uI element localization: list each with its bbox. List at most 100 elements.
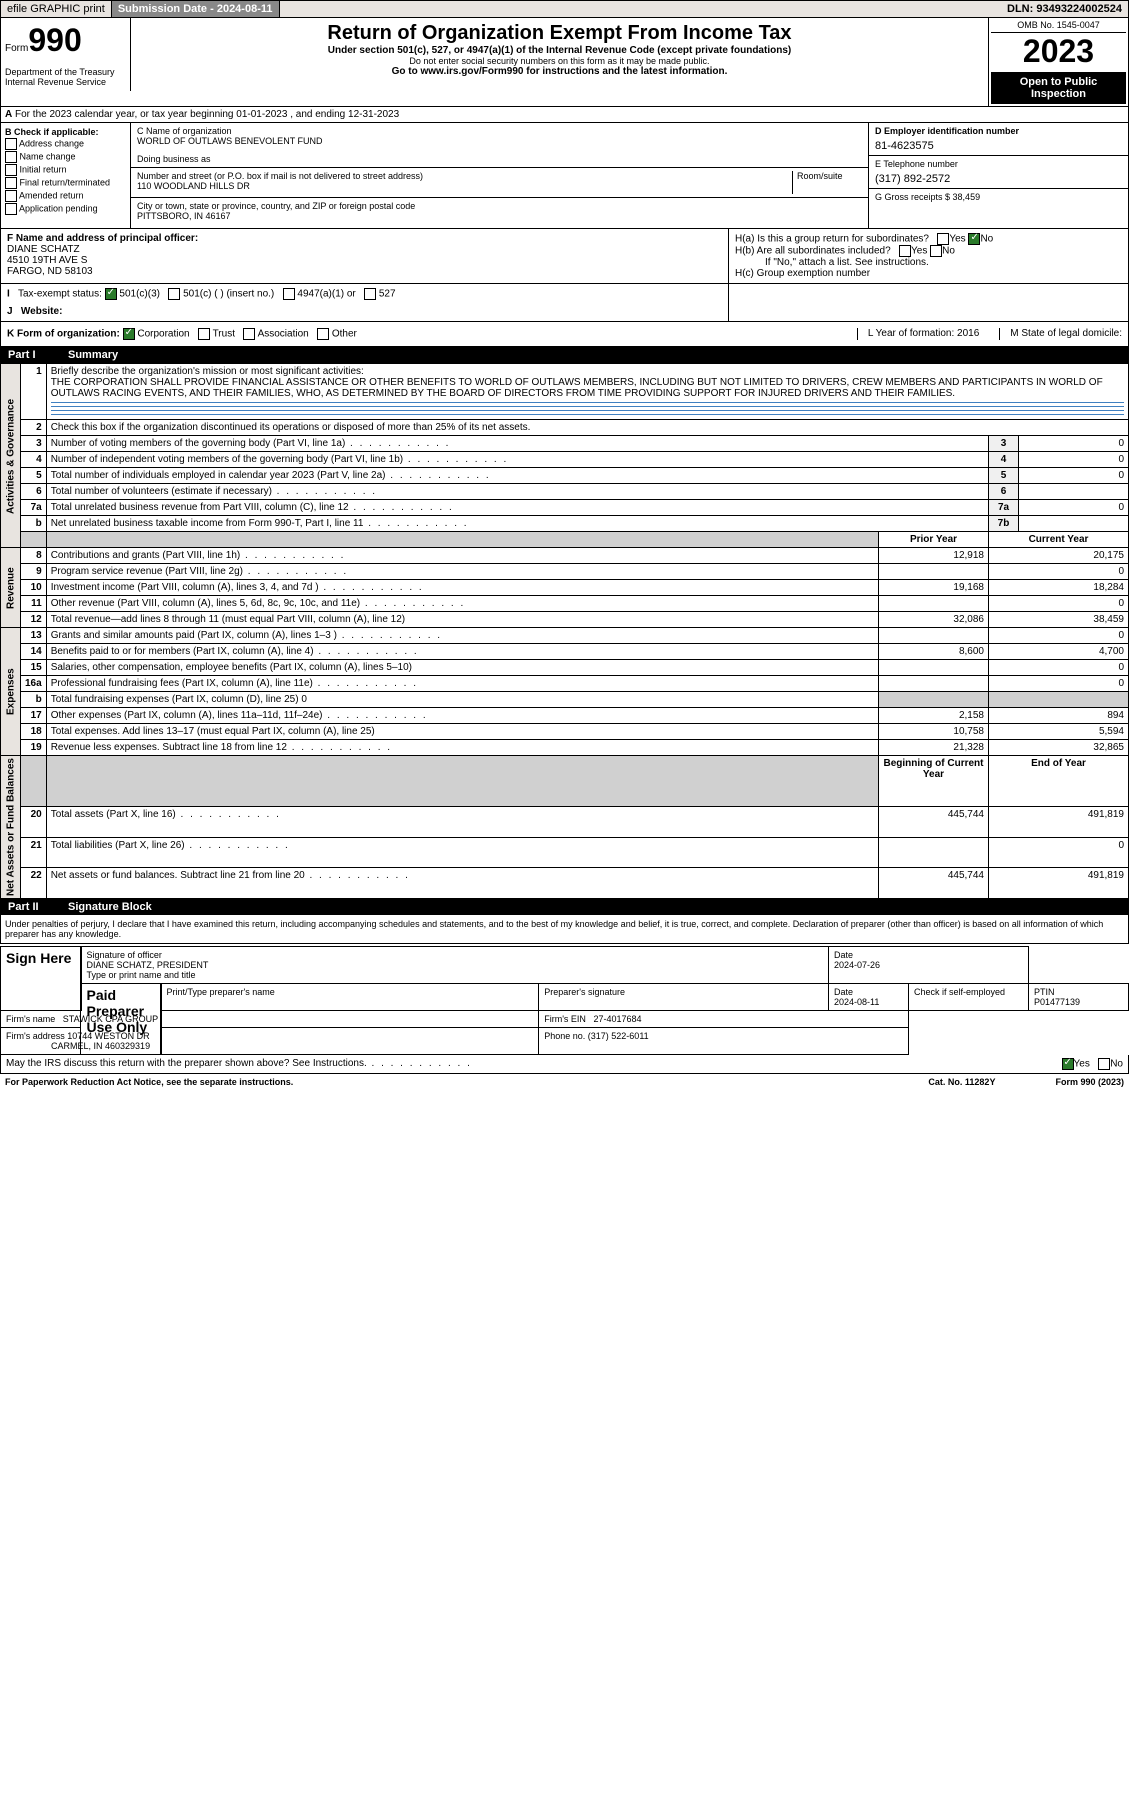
website-label: Website:: [21, 306, 63, 317]
hb-subordinates: H(b) Are all subordinates included? Yes …: [735, 245, 1122, 257]
self-employed-check[interactable]: Check if self-employed: [909, 984, 1029, 1011]
tax-exempt-label: Tax-exempt status:: [18, 289, 102, 300]
gross-receipts-value: 38,459: [953, 192, 981, 202]
cb-amended-return[interactable]: Amended return: [5, 190, 126, 202]
line-2: Check this box if the organization disco…: [51, 422, 531, 433]
line-18: Total expenses. Add lines 13–17 (must eq…: [51, 726, 375, 737]
addr-label: Number and street (or P.O. box if mail i…: [137, 171, 792, 181]
prep-sig-label: Preparer's signature: [539, 984, 829, 1011]
cb-corporation[interactable]: [123, 328, 135, 340]
line-12: Total revenue—add lines 8 through 11 (mu…: [51, 614, 405, 625]
val-4: 0: [1019, 452, 1129, 468]
column-b-checkboxes: B Check if applicable: Address change Na…: [1, 123, 131, 228]
line-10: Investment income (Part VIII, column (A)…: [51, 582, 319, 593]
line-5: Total number of individuals employed in …: [51, 470, 386, 481]
officer-addr2: FARGO, ND 58103: [7, 266, 722, 277]
val-10p: 19,168: [879, 580, 989, 596]
val-13c: 0: [989, 628, 1129, 644]
cb-trust[interactable]: [198, 328, 210, 340]
line-16a: Professional fundraising fees (Part IX, …: [51, 678, 313, 689]
cb-association[interactable]: [243, 328, 255, 340]
val-15c: 0: [989, 660, 1129, 676]
cb-initial-return[interactable]: Initial return: [5, 164, 126, 176]
submission-date[interactable]: Submission Date - 2024-08-11: [112, 1, 280, 17]
ha-group-return: H(a) Is this a group return for subordin…: [735, 233, 1122, 245]
section-bcd: B Check if applicable: Address change Na…: [0, 123, 1129, 229]
cb-name-change[interactable]: Name change: [5, 151, 126, 163]
form-header: Form990 Department of the Treasury Inter…: [0, 18, 1129, 107]
firm-ein: 27-4017684: [593, 1014, 641, 1024]
line-9: Program service revenue (Part VIII, line…: [51, 566, 243, 577]
title-box: Return of Organization Exempt From Incom…: [131, 18, 988, 106]
val-17c: 894: [989, 708, 1129, 724]
val-9c: 0: [989, 564, 1129, 580]
phone-label: E Telephone number: [875, 159, 1122, 169]
sig-date-label: Date: [834, 950, 1023, 960]
discuss-question: May the IRS discuss this return with the…: [6, 1058, 472, 1070]
city-label: City or town, state or province, country…: [137, 201, 862, 211]
year-formation: 2016: [957, 328, 979, 339]
val-3: 0: [1019, 436, 1129, 452]
sig-name-label: Type or print name and title: [87, 970, 824, 980]
cb-address-change[interactable]: Address change: [5, 138, 126, 150]
val-19p: 21,328: [879, 740, 989, 756]
line-22: Net assets or fund balances. Subtract li…: [51, 870, 305, 881]
line-7a: Total unrelated business revenue from Pa…: [51, 502, 349, 513]
val-8c: 20,175: [989, 548, 1129, 564]
col-b-header: B Check if applicable:: [5, 127, 99, 137]
val-14p: 8,600: [879, 644, 989, 660]
cat-no: Cat. No. 11282Y: [928, 1077, 995, 1087]
cb-discuss-yes[interactable]: [1062, 1058, 1074, 1070]
row-i-j: I Tax-exempt status: 501(c)(3) 501(c) ( …: [0, 284, 1129, 322]
year-formation-label: L Year of formation:: [868, 328, 954, 339]
hb-note: If "No," attach a list. See instructions…: [735, 257, 1122, 268]
val-22c: 491,819: [989, 868, 1129, 899]
vlabel-expenses: Expenses: [1, 628, 21, 756]
form-footer: Form 990 (2023): [1055, 1077, 1124, 1087]
room-suite-label: Room/suite: [792, 171, 862, 194]
discuss-row: May the IRS discuss this return with the…: [0, 1055, 1129, 1074]
val-10c: 18,284: [989, 580, 1129, 596]
cb-527[interactable]: [364, 288, 376, 300]
gross-receipts-label: G Gross receipts $: [875, 192, 950, 202]
perjury-statement: Under penalties of perjury, I declare th…: [0, 915, 1129, 944]
form-number: 990: [28, 22, 81, 58]
row-f-h: F Name and address of principal officer:…: [0, 229, 1129, 284]
line-20: Total assets (Part X, line 16): [51, 809, 176, 820]
line-6: Total number of volunteers (estimate if …: [51, 486, 272, 497]
omb-number: OMB No. 1545-0047: [991, 20, 1126, 33]
org-name: WORLD OF OUTLAWS BENEVOLENT FUND: [137, 136, 862, 146]
street-address: 110 WOODLAND HILLS DR: [137, 181, 792, 191]
form-word: Form: [5, 43, 28, 54]
goto-link[interactable]: Go to www.irs.gov/Form990 for instructio…: [135, 66, 984, 77]
footer-final: For Paperwork Reduction Act Notice, see …: [0, 1074, 1129, 1090]
dln: DLN: 93493224002524: [1001, 1, 1128, 17]
val-20p: 445,744: [879, 807, 989, 838]
cb-discuss-no[interactable]: [1098, 1058, 1110, 1070]
line-14: Benefits paid to or for members (Part IX…: [51, 646, 314, 657]
hdr-prior-year: Prior Year: [879, 532, 989, 548]
val-14c: 4,700: [989, 644, 1129, 660]
vlabel-net-assets: Net Assets or Fund Balances: [1, 756, 21, 899]
ptin: P01477139: [1034, 997, 1080, 1007]
signature-table: Sign Here Signature of officer DIANE SCH…: [0, 946, 1129, 1055]
officer-name: DIANE SCHATZ: [7, 244, 722, 255]
ein-label: D Employer identification number: [875, 126, 1019, 136]
cb-4947[interactable]: [283, 288, 295, 300]
cb-501c3[interactable]: [105, 288, 117, 300]
sign-here-label: Sign Here: [1, 947, 81, 1011]
hdr-current-year: Current Year: [989, 532, 1129, 548]
cb-application-pending[interactable]: Application pending: [5, 203, 126, 215]
val-8p: 12,918: [879, 548, 989, 564]
org-name-label: C Name of organization: [137, 126, 862, 136]
cb-501c[interactable]: [168, 288, 180, 300]
line-19: Revenue less expenses. Subtract line 18 …: [51, 742, 287, 753]
val-18p: 10,758: [879, 724, 989, 740]
cb-final-return[interactable]: Final return/terminated: [5, 177, 126, 189]
officer-addr1: 4510 19TH AVE S: [7, 255, 722, 266]
firm-addr2: CARMEL, IN 460329319: [51, 1041, 150, 1051]
cb-other[interactable]: [317, 328, 329, 340]
line-16b: Total fundraising expenses (Part IX, col…: [51, 694, 307, 705]
officer-label: F Name and address of principal officer:: [7, 233, 198, 244]
line-11: Other revenue (Part VIII, column (A), li…: [51, 598, 360, 609]
